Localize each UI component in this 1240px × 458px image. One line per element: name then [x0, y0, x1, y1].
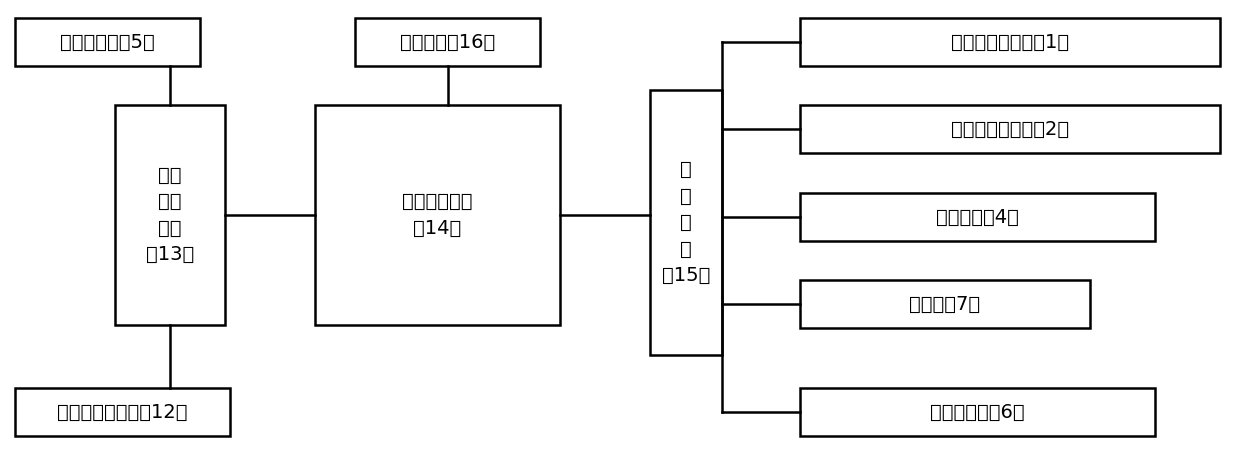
Bar — [15, 18, 200, 66]
Text: 采集气泵（4）: 采集气泵（4） — [936, 207, 1019, 227]
Text: 第二三通电磁阀（2）: 第二三通电磁阀（2） — [951, 120, 1069, 138]
Bar — [800, 193, 1154, 241]
Bar — [15, 388, 229, 436]
Text: 驱
动
电
路
（15）: 驱 动 电 路 （15） — [662, 160, 711, 285]
Bar — [800, 280, 1090, 328]
Text: 气体传感器（5）: 气体传感器（5） — [60, 33, 155, 51]
Bar — [800, 388, 1154, 436]
Text: 第一三通电磁阀（1）: 第一三通电磁阀（1） — [951, 33, 1069, 51]
Bar — [800, 18, 1220, 66]
Text: 真空泵（7）: 真空泵（7） — [909, 294, 981, 313]
Text: 通讯电路（16）: 通讯电路（16） — [399, 33, 495, 51]
Bar — [315, 105, 560, 325]
Bar — [800, 105, 1220, 153]
Text: 温度气压传感器（12）: 温度气压传感器（12） — [57, 403, 187, 421]
Bar — [650, 90, 722, 355]
Text: 信号
处理
电路
（13）: 信号 处理 电路 （13） — [146, 166, 195, 264]
Bar — [355, 18, 539, 66]
Text: 可调流量计（6）: 可调流量计（6） — [930, 403, 1024, 421]
Bar — [115, 105, 224, 325]
Text: 中央处理单元
（14）: 中央处理单元 （14） — [402, 192, 472, 238]
